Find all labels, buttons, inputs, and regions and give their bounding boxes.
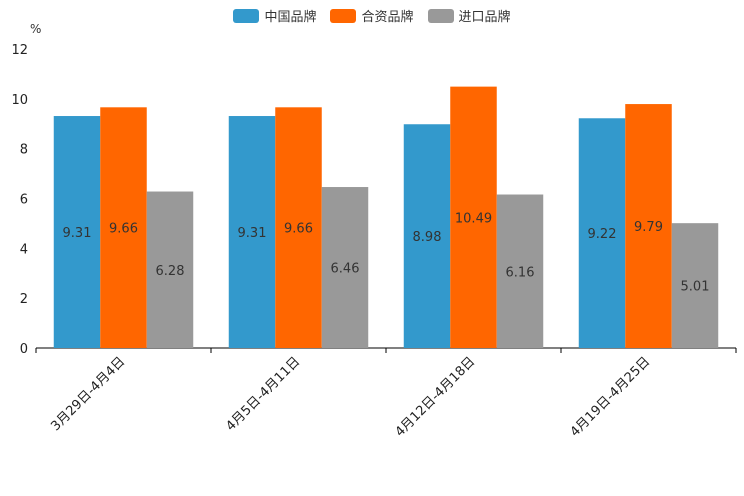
bar-import-brand xyxy=(496,194,544,348)
bar-joint-venture-brand xyxy=(275,107,322,349)
y-axis-unit: % xyxy=(30,22,42,36)
bar-value-label: 9.31 xyxy=(63,226,92,241)
legend-label-import-brand: 进口品牌 xyxy=(458,10,511,25)
x-category-label: 4月12日-4月18日 xyxy=(393,354,479,440)
bar-import-brand xyxy=(321,187,369,348)
bar-value-label: 8.98 xyxy=(413,230,442,245)
legend-swatch-import-brand xyxy=(427,8,454,23)
bar-value-label: 9.66 xyxy=(109,222,138,237)
bar-value-label: 9.66 xyxy=(284,222,313,237)
x-category-label: 3月29日-4月4日 xyxy=(48,354,128,434)
y-tick-label: 12 xyxy=(11,43,28,58)
bar-china-brand xyxy=(53,116,101,348)
y-tick-label: 2 xyxy=(20,292,28,307)
y-tick-label: 6 xyxy=(20,193,28,208)
bar-value-label: 6.16 xyxy=(506,265,535,280)
legend-item-china-brand[interactable]: 中国品牌 xyxy=(233,6,316,25)
y-tick-label: 0 xyxy=(20,342,28,357)
y-tick-label: 10 xyxy=(11,93,28,108)
bar-value-label: 9.22 xyxy=(588,227,617,242)
legend-swatch-china-brand xyxy=(233,8,260,23)
bar-value-label: 6.28 xyxy=(156,264,185,279)
bar-china-brand xyxy=(228,116,276,348)
bar-value-label: 9.79 xyxy=(634,220,663,235)
bar-china-brand xyxy=(403,124,451,348)
legend-swatch-joint-venture-brand xyxy=(330,8,357,23)
legend-label-joint-venture-brand: 合资品牌 xyxy=(361,10,414,25)
bar-joint-venture-brand xyxy=(625,104,672,349)
legend-label-china-brand: 中国品牌 xyxy=(264,10,317,25)
legend-item-joint-venture-brand[interactable]: 合资品牌 xyxy=(330,6,414,25)
chart-legend: 中国品牌 合资品牌 进口品牌 xyxy=(0,6,744,25)
bar-value-label: 10.49 xyxy=(455,211,492,226)
bar-import-brand xyxy=(146,191,194,348)
bar-value-label: 6.46 xyxy=(331,262,360,277)
y-tick-label: 4 xyxy=(20,242,28,257)
x-category-label: 4月19日-4月25日 xyxy=(568,354,654,440)
x-category-label: 4月5日-4月11日 xyxy=(223,354,303,434)
bar-joint-venture-brand xyxy=(100,107,147,349)
legend-item-import-brand[interactable]: 进口品牌 xyxy=(427,6,511,25)
bar-china-brand xyxy=(578,118,626,348)
y-tick-label: 8 xyxy=(20,143,28,158)
bar-import-brand xyxy=(671,223,719,348)
bar-joint-venture-brand xyxy=(450,86,497,348)
bar-value-label: 5.01 xyxy=(681,280,710,295)
bar-value-label: 9.31 xyxy=(238,226,267,241)
